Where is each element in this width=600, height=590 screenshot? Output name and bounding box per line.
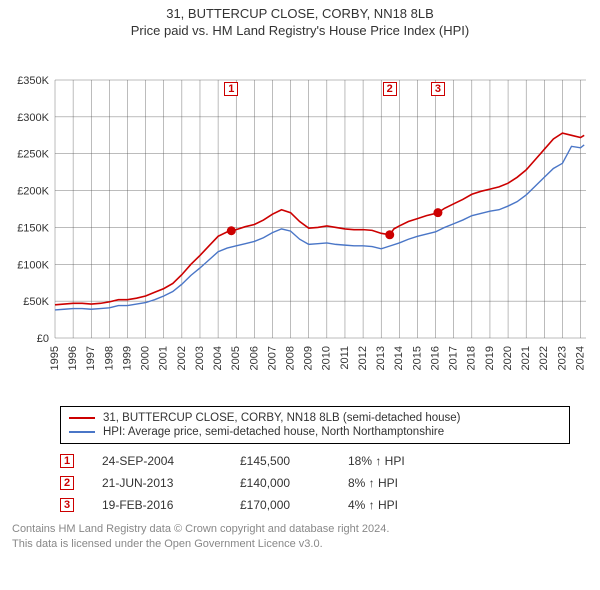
svg-text:£150K: £150K [17,222,49,234]
sale-marker: 2 [60,476,74,490]
sale-pct: 8% ↑ HPI [348,476,428,490]
title-line-2: Price paid vs. HM Land Registry's House … [0,23,600,38]
svg-text:2017: 2017 [448,346,460,370]
sale-price: £170,000 [240,498,320,512]
svg-text:£100K: £100K [17,259,49,271]
legend-swatch [69,431,95,433]
svg-text:2015: 2015 [411,346,423,370]
svg-text:2006: 2006 [248,346,260,370]
svg-text:2020: 2020 [502,346,514,370]
sale-row: 2 21-JUN-2013 £140,000 8% ↑ HPI [60,472,570,494]
svg-text:2003: 2003 [194,346,206,370]
legend-item: HPI: Average price, semi-detached house,… [69,425,561,439]
sales-table: 1 24-SEP-2004 £145,500 18% ↑ HPI 2 21-JUN-201… [60,450,570,516]
svg-text:£0: £0 [37,333,49,345]
svg-text:1998: 1998 [103,346,115,370]
svg-text:1999: 1999 [121,346,133,370]
title-line-1: 31, BUTTERCUP CLOSE, CORBY, NN18 8LB [0,6,600,21]
svg-text:2004: 2004 [212,346,224,370]
sale-pct: 4% ↑ HPI [348,498,428,512]
sale-pct: 18% ↑ HPI [348,454,428,468]
footer-line-1: Contains HM Land Registry data © Crown c… [12,522,600,537]
footer-line-2: This data is licensed under the Open Gov… [12,537,600,552]
svg-text:2011: 2011 [339,346,351,370]
svg-text:2002: 2002 [176,346,188,370]
legend-label: 31, BUTTERCUP CLOSE, CORBY, NN18 8LB (se… [103,412,461,424]
svg-text:2010: 2010 [321,346,333,370]
svg-text:2019: 2019 [484,346,496,370]
sale-marker: 1 [224,82,238,96]
sale-date: 19-FEB-2016 [102,498,212,512]
chart-svg: £0 £50K £100K £150K £200K £250K £300K £350K 1995… [0,38,600,398]
svg-text:£300K: £300K [17,112,49,124]
line-chart: £0 £50K £100K £150K £200K £250K £300K £350K 1995… [0,38,600,398]
svg-text:2005: 2005 [230,346,242,370]
sale-price: £140,000 [240,476,320,490]
legend-swatch [69,417,95,419]
svg-text:£350K: £350K [17,75,49,87]
svg-text:2007: 2007 [266,346,278,370]
sale-price: £145,500 [240,454,320,468]
svg-text:2013: 2013 [375,346,387,370]
legend: 31, BUTTERCUP CLOSE, CORBY, NN18 8LB (se… [60,406,570,444]
svg-text:2008: 2008 [285,346,297,370]
svg-text:2000: 2000 [140,346,152,370]
sale-date: 21-JUN-2013 [102,476,212,490]
svg-text:1997: 1997 [85,346,97,370]
sale-row: 1 24-SEP-2004 £145,500 18% ↑ HPI [60,450,570,472]
sale-marker: 2 [383,82,397,96]
svg-text:2021: 2021 [520,346,532,370]
svg-text:2022: 2022 [538,346,550,370]
svg-text:£250K: £250K [17,149,49,161]
svg-text:1996: 1996 [67,346,79,370]
svg-text:2023: 2023 [556,346,568,370]
svg-text:2001: 2001 [158,346,170,370]
svg-text:1995: 1995 [49,346,61,370]
svg-text:2024: 2024 [574,346,586,370]
svg-text:2016: 2016 [429,346,441,370]
sale-row: 3 19-FEB-2016 £170,000 4% ↑ HPI [60,494,570,516]
svg-text:2018: 2018 [466,346,478,370]
svg-text:2009: 2009 [303,346,315,370]
legend-item: 31, BUTTERCUP CLOSE, CORBY, NN18 8LB (se… [69,411,561,425]
sale-marker: 3 [60,498,74,512]
svg-text:2014: 2014 [393,346,405,370]
svg-text:£200K: £200K [17,186,49,198]
legend-label: HPI: Average price, semi-detached house,… [103,426,444,438]
svg-text:2012: 2012 [357,346,369,370]
sale-date: 24-SEP-2004 [102,454,212,468]
sale-marker: 1 [60,454,74,468]
footer: Contains HM Land Registry data © Crown c… [12,522,600,558]
svg-text:£50K: £50K [23,296,49,308]
sale-marker: 3 [431,82,445,96]
